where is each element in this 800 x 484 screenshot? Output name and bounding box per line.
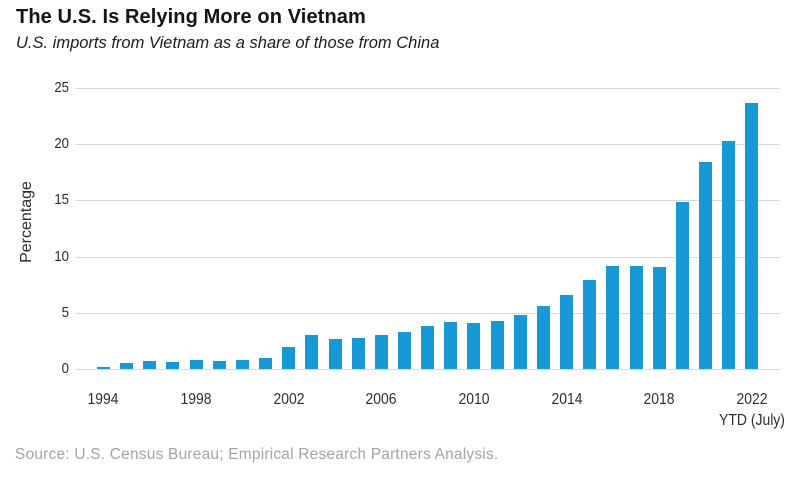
y-tick-label-25: 25 bbox=[54, 79, 69, 96]
gridline-y-25 bbox=[75, 88, 780, 89]
bar-2015 bbox=[583, 280, 597, 369]
x-tick-label-1998: 1998 bbox=[180, 391, 212, 408]
source-note: Source: U.S. Census Bureau; Empirical Re… bbox=[15, 446, 499, 463]
x-axis-ytd-note: YTD (July) bbox=[718, 412, 785, 429]
x-tick-label-2006: 2006 bbox=[365, 391, 397, 408]
bar-1996 bbox=[143, 361, 157, 369]
bar-2006 bbox=[374, 335, 388, 369]
bar-2005 bbox=[351, 337, 365, 369]
gridline-y-10 bbox=[75, 256, 780, 258]
gridline-y-5 bbox=[75, 312, 780, 314]
bar-2001 bbox=[259, 357, 273, 369]
bar-2017 bbox=[629, 265, 643, 369]
bar-2010 bbox=[467, 322, 481, 369]
bar-2021 bbox=[722, 140, 736, 369]
bar-2009 bbox=[444, 321, 458, 369]
x-tick-label-2014: 2014 bbox=[551, 391, 583, 408]
bar-2011 bbox=[490, 320, 504, 369]
bar-2016 bbox=[606, 265, 620, 369]
y-tick-label-0: 0 bbox=[61, 360, 69, 377]
x-tick-label-2010: 2010 bbox=[458, 391, 490, 408]
chart-title: The U.S. Is Relying More on Vietnam bbox=[16, 6, 366, 28]
bar-1997 bbox=[166, 362, 180, 369]
bar-2007 bbox=[397, 331, 411, 369]
bar-2013 bbox=[536, 306, 550, 369]
x-tick-label-1994: 1994 bbox=[87, 391, 119, 408]
chart-subtitle: U.S. imports from Vietnam as a share of … bbox=[16, 34, 440, 52]
x-tick-label-2018: 2018 bbox=[643, 391, 675, 408]
gridline-y-0 bbox=[75, 369, 780, 370]
bar-1994 bbox=[96, 366, 110, 369]
y-tick-label-15: 15 bbox=[54, 191, 69, 209]
y-tick-label-20: 20 bbox=[54, 135, 69, 153]
bar-2004 bbox=[328, 338, 342, 369]
bar-2002 bbox=[282, 346, 296, 369]
bar-2008 bbox=[421, 326, 435, 369]
bar-2012 bbox=[513, 315, 527, 369]
bar-1995 bbox=[120, 363, 134, 369]
plot-area: 0 5 10 15 20 25 1994 1998 2002 2006 2010 2014 2018 20… bbox=[54, 79, 784, 429]
bar-2018 bbox=[652, 266, 666, 369]
bar-1998 bbox=[189, 360, 203, 369]
y-tick-label-10: 10 bbox=[54, 247, 69, 265]
gridline-y-20 bbox=[75, 144, 780, 146]
bar-2014 bbox=[560, 294, 574, 369]
bar-2003 bbox=[305, 335, 319, 369]
bar-2022 bbox=[745, 102, 759, 369]
bar-1999 bbox=[212, 361, 226, 369]
bar-2020 bbox=[699, 162, 713, 369]
y-tick-label-5: 5 bbox=[61, 303, 69, 321]
bar-2000 bbox=[235, 360, 249, 369]
x-tick-label-2002: 2002 bbox=[273, 391, 305, 408]
bar-2019 bbox=[675, 201, 689, 369]
x-tick-label-2022: 2022 bbox=[736, 391, 768, 408]
gridline-y-15 bbox=[75, 200, 780, 202]
